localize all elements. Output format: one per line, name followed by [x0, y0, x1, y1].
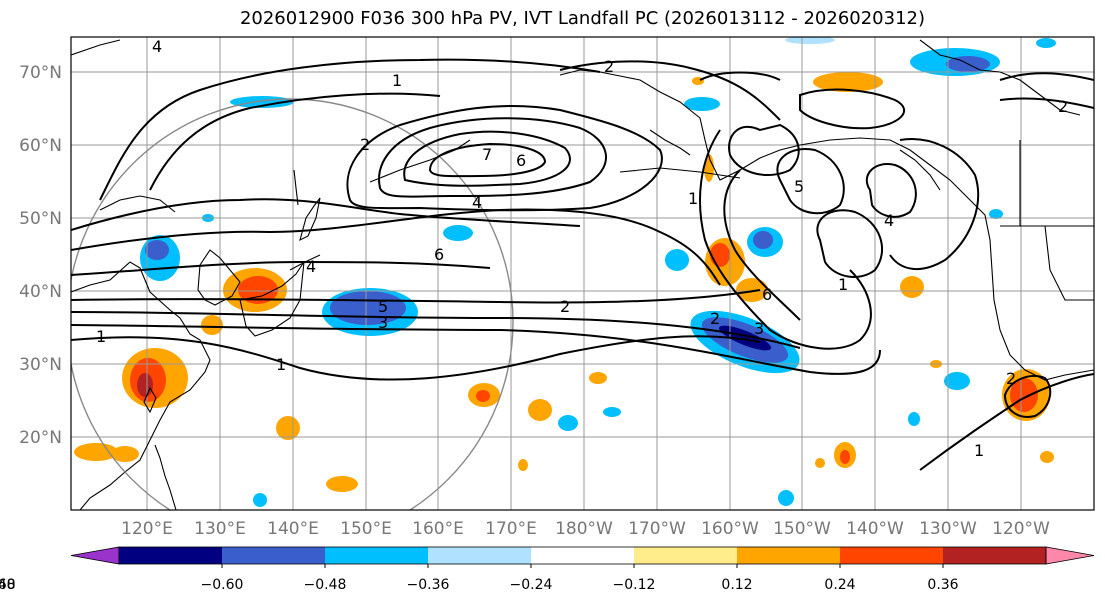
- chart-title: 2026012900 F036 300 hPa PV, IVT Landfall…: [239, 8, 926, 29]
- contour-label: 5: [794, 177, 804, 196]
- colorbar-swatch: [222, 547, 326, 564]
- longitude-labels: 120°E 130°E 140°E 150°E 160°E 170°E 180°…: [121, 519, 1050, 539]
- contour-label: 2: [560, 297, 570, 316]
- colorbar-swatch: [634, 547, 738, 564]
- map-background: [71, 37, 1094, 510]
- contour-label: 1: [392, 71, 402, 90]
- colorbar-tick-label: 0.36: [927, 577, 958, 593]
- lat-label: 60°N: [19, 136, 62, 156]
- colorbar-swatch: [531, 547, 635, 564]
- contour-label: 2: [1058, 97, 1068, 116]
- contour-label: 6: [434, 245, 444, 264]
- colorbar-extend-max: [1045, 546, 1095, 565]
- colorbar-swatch: [428, 547, 532, 564]
- latitude-labels: 70°N 60°N 50°N 40°N 30°N 20°N: [19, 63, 62, 448]
- contour-label: 4: [152, 37, 162, 56]
- contour-label: 7: [482, 145, 492, 164]
- lon-label: 150°W: [773, 519, 831, 539]
- colorbar-tick-label: 0.12: [721, 577, 752, 593]
- contour-label: 1: [688, 189, 698, 208]
- colorbar-tick-label: −0.60: [201, 577, 244, 593]
- lat-label: 30°N: [19, 355, 62, 375]
- coastlines: [71, 39, 1094, 510]
- contour-label: 3: [378, 313, 388, 332]
- lat-lon-grid: [71, 37, 1094, 510]
- colorbar-swatch: [737, 547, 841, 564]
- colorbar-tick-label: −0.24: [510, 577, 553, 593]
- pv-contours: [71, 58, 1094, 471]
- colorbar-tick-label: 0.60: [0, 577, 16, 593]
- colorbar-tick-label: −0.36: [407, 577, 450, 593]
- contour-label: 1: [276, 355, 286, 374]
- contour-label: 4: [306, 257, 316, 276]
- lon-label: 160°E: [412, 519, 464, 539]
- map-frame: [70, 36, 1095, 511]
- contour-label: 3: [754, 319, 764, 338]
- colorbar-tick-label: 0.24: [824, 577, 855, 593]
- contour-label: 6: [516, 151, 526, 170]
- colorbar-extend-min: [70, 546, 120, 565]
- lon-label: 130°W: [919, 519, 977, 539]
- colorbar-swatch: [325, 547, 429, 564]
- contour-label: 4: [472, 193, 482, 212]
- contour-label: 1: [838, 275, 848, 294]
- colorbar-frame: [118, 546, 1047, 565]
- contour-labels: 1 2 1 2 6 4 7 6 5 2 5 3 6 4 2 1 1 3 2 1 …: [96, 37, 1068, 460]
- colorbar-swatch: [943, 547, 1047, 564]
- lon-label: 140°W: [846, 519, 904, 539]
- colorbar: −0.60 −0.48 −0.36 −0.24 −0.12 0.12 0.24 …: [0, 546, 1095, 593]
- lon-label: 150°E: [340, 519, 392, 539]
- colorbar-tick-label: 0.48: [0, 577, 16, 593]
- reference-circle: [71, 98, 514, 510]
- contour-label: 4: [884, 211, 894, 230]
- colorbar-swatch: [840, 547, 944, 564]
- lon-label: 130°E: [194, 519, 246, 539]
- lat-label: 50°N: [19, 209, 62, 229]
- contour-label: 5: [378, 297, 388, 316]
- contour-label: 1: [96, 327, 106, 346]
- contour-label: 6: [762, 285, 772, 304]
- colorbar-swatch: [119, 547, 223, 564]
- colorbar-tick-label: −0.12: [613, 577, 656, 593]
- lon-label: 120°E: [121, 519, 173, 539]
- lon-label: 180°W: [555, 519, 613, 539]
- contour-label: 1: [974, 441, 984, 460]
- contour-label: 2: [360, 135, 370, 154]
- contour-label: 2: [710, 309, 720, 328]
- lon-label: 170°E: [485, 519, 537, 539]
- lon-label: 170°W: [628, 519, 686, 539]
- lat-label: 40°N: [19, 282, 62, 302]
- colorbar-tick-label: −0.48: [304, 577, 347, 593]
- contour-label: 2: [1006, 369, 1016, 388]
- contour-label: 2: [604, 57, 614, 76]
- lat-label: 70°N: [19, 63, 62, 83]
- lon-label: 120°W: [992, 519, 1050, 539]
- lon-label: 140°E: [267, 519, 319, 539]
- lon-label: 160°W: [701, 519, 759, 539]
- lat-label: 20°N: [19, 428, 62, 448]
